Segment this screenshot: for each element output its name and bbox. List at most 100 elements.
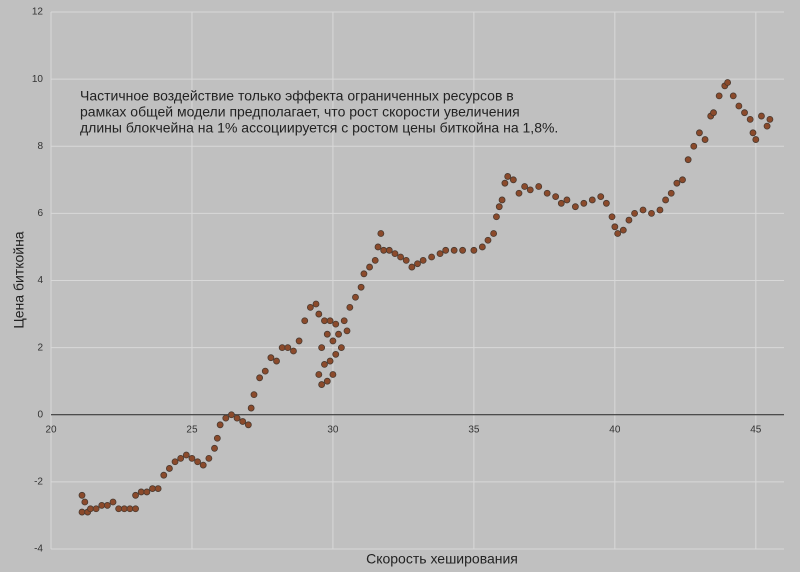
- point: [608, 213, 616, 221]
- point: [115, 505, 123, 513]
- point: [343, 327, 351, 335]
- point: [321, 361, 328, 368]
- point: [588, 196, 596, 204]
- point: [391, 250, 399, 258]
- point: [216, 421, 224, 429]
- x-tick-label: 35: [468, 424, 480, 435]
- point: [149, 485, 156, 492]
- point: [735, 102, 743, 110]
- point: [428, 253, 435, 261]
- y-tick-label: 2: [37, 342, 43, 353]
- point: [340, 317, 348, 325]
- point: [493, 213, 500, 221]
- point: [580, 199, 588, 207]
- point: [137, 488, 145, 496]
- point: [332, 350, 340, 358]
- annotation: длины блокчейна на 1% ассоциируется с ро…: [80, 120, 558, 136]
- point: [648, 209, 655, 217]
- point: [120, 505, 128, 513]
- point: [377, 230, 385, 237]
- point: [690, 142, 698, 150]
- point: [414, 260, 421, 268]
- point: [87, 505, 94, 513]
- point: [332, 320, 340, 328]
- point: [696, 129, 703, 137]
- point: [126, 505, 134, 513]
- point: [321, 317, 328, 325]
- point: [329, 337, 337, 345]
- point: [374, 243, 382, 251]
- point: [498, 196, 506, 204]
- point: [515, 189, 523, 197]
- point: [667, 189, 675, 197]
- point: [92, 505, 100, 513]
- point: [295, 337, 303, 345]
- point: [213, 434, 221, 442]
- point: [357, 283, 365, 291]
- x-tick-label: 20: [45, 424, 57, 435]
- point: [526, 186, 534, 194]
- point: [318, 381, 326, 388]
- point: [290, 347, 297, 355]
- point: [239, 418, 247, 425]
- point: [631, 209, 638, 217]
- point: [557, 199, 565, 207]
- point: [337, 344, 345, 352]
- point: [419, 256, 427, 264]
- point: [278, 344, 286, 352]
- point: [250, 391, 258, 399]
- point: [602, 199, 610, 207]
- point: [625, 216, 633, 224]
- point: [459, 246, 467, 254]
- point: [205, 454, 213, 462]
- point: [326, 357, 334, 365]
- point: [597, 193, 605, 200]
- point: [684, 156, 692, 164]
- point: [501, 179, 509, 187]
- point: [335, 330, 342, 338]
- point: [256, 374, 264, 382]
- point: [160, 471, 168, 479]
- point: [729, 92, 737, 100]
- point: [312, 300, 320, 308]
- point: [360, 270, 368, 278]
- point: [746, 116, 754, 123]
- point: [701, 136, 709, 143]
- point: [171, 458, 179, 466]
- point: [188, 454, 196, 462]
- point: [662, 196, 669, 204]
- point: [211, 444, 218, 452]
- x-tick-label: 40: [609, 424, 621, 435]
- point: [371, 256, 379, 264]
- point: [329, 371, 337, 378]
- point: [78, 508, 86, 516]
- point: [673, 179, 681, 187]
- point: [679, 176, 686, 184]
- x-axis-title: Скорость хеширования: [366, 551, 518, 567]
- point: [222, 414, 230, 422]
- point: [509, 176, 517, 184]
- point: [261, 367, 269, 375]
- point: [450, 246, 458, 254]
- point: [535, 183, 543, 190]
- point: [571, 203, 579, 211]
- y-tick-label: 0: [37, 409, 43, 420]
- point: [656, 206, 664, 214]
- x-tick-label: 25: [186, 424, 198, 435]
- y-tick-label: 10: [32, 74, 44, 85]
- y-tick-label: -2: [34, 477, 43, 488]
- point: [436, 250, 444, 258]
- point: [749, 129, 757, 137]
- point: [81, 498, 89, 506]
- point: [478, 243, 486, 251]
- point: [752, 136, 760, 143]
- point: [182, 451, 190, 459]
- point: [301, 317, 309, 325]
- point: [247, 404, 255, 412]
- point: [109, 498, 117, 506]
- point: [741, 109, 748, 117]
- point: [611, 223, 619, 231]
- annotation: рамках общей модели предполагает, что ро…: [80, 104, 520, 120]
- point: [177, 454, 185, 462]
